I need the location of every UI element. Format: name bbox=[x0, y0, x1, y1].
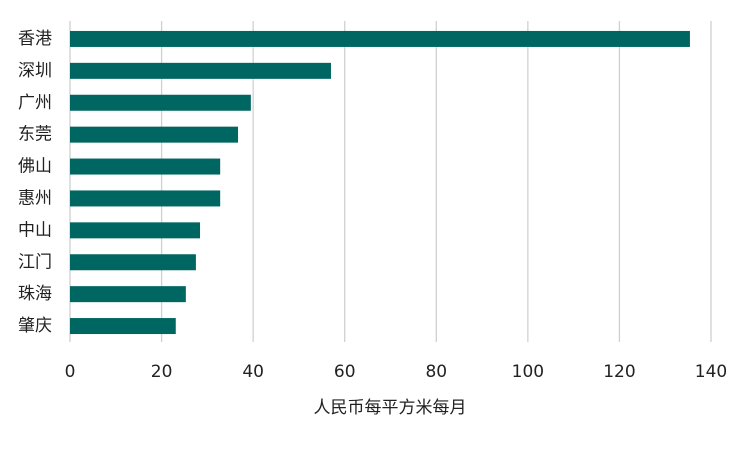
bar bbox=[70, 190, 221, 207]
bar bbox=[70, 254, 196, 271]
x-tick-label: 80 bbox=[425, 362, 447, 382]
bar bbox=[70, 126, 239, 143]
x-tick-label: 100 bbox=[512, 362, 544, 382]
bar bbox=[70, 62, 331, 79]
bar bbox=[70, 30, 690, 47]
bar bbox=[70, 318, 176, 335]
y-tick-label: 香港 bbox=[18, 29, 52, 49]
x-tick-label: 40 bbox=[242, 362, 264, 382]
x-tick-label: 60 bbox=[334, 362, 356, 382]
bar bbox=[70, 286, 186, 303]
y-tick-label: 珠海 bbox=[18, 284, 52, 304]
y-tick-label: 深圳 bbox=[18, 61, 52, 81]
x-axis-label: 人民币每平方米每月 bbox=[314, 398, 467, 418]
y-tick-label: 肇庆 bbox=[18, 316, 52, 336]
bar bbox=[70, 222, 201, 239]
y-tick-label: 江门 bbox=[18, 252, 52, 272]
bar bbox=[70, 158, 221, 175]
y-tick-label: 东莞 bbox=[18, 125, 52, 145]
bar bbox=[70, 94, 251, 111]
y-tick-label: 中山 bbox=[18, 220, 52, 240]
x-tick-label: 140 bbox=[695, 362, 727, 382]
x-tick-label: 0 bbox=[65, 362, 76, 382]
y-tick-label: 佛山 bbox=[18, 157, 52, 177]
x-tick-label: 120 bbox=[603, 362, 635, 382]
x-tick-label: 20 bbox=[151, 362, 173, 382]
y-tick-label: 惠州 bbox=[18, 188, 52, 208]
y-tick-label: 广州 bbox=[18, 93, 52, 113]
